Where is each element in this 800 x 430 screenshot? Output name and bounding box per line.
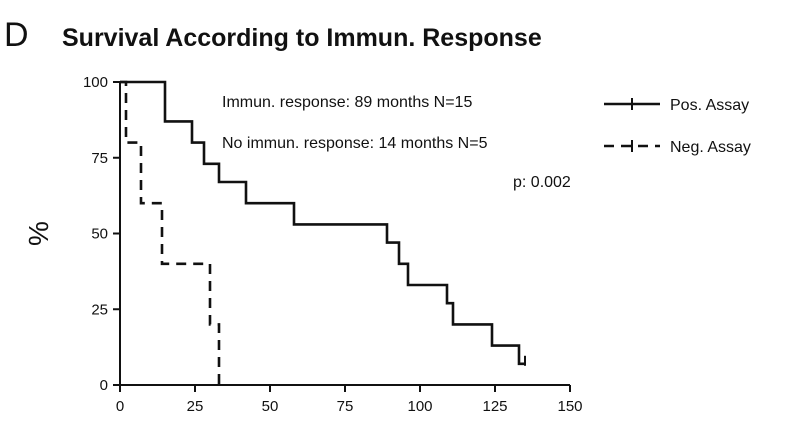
panel-letter: D	[4, 16, 29, 54]
y-tick-label: 100	[83, 74, 108, 91]
y-tick-label: 75	[91, 150, 108, 167]
ticks-layer: 0 25 50 75 100 0 25 50 75 100 125 150	[83, 74, 583, 415]
x-tick-label: 125	[482, 398, 507, 415]
annotations: Immun. response: 89 months N=15 No immun…	[222, 94, 571, 191]
x-tick-label: 150	[557, 398, 582, 415]
y-tick-label: 25	[91, 301, 108, 318]
series-line-neg-assay	[120, 80, 221, 385]
legend-label-neg-assay: Neg. Assay	[670, 139, 751, 156]
x-tick-label: 50	[262, 398, 279, 415]
plot-area: 0 25 50 75 100 0 25 50 75 100 125 150	[83, 74, 583, 415]
y-tick-label: 0	[100, 377, 108, 394]
legend: Pos. Assay Neg. Assay	[604, 97, 751, 156]
series-layer	[120, 80, 526, 385]
y-axis-label: %	[23, 221, 54, 246]
x-tick-label: 0	[116, 398, 124, 415]
annotation-p-value: p: 0.002	[513, 174, 571, 191]
series-line-pos-assay	[120, 80, 525, 366]
y-tick-label: 50	[91, 226, 108, 243]
chart-title: Survival According to Immun. Response	[62, 24, 542, 52]
annotation-pos-response: Immun. response: 89 months N=15	[222, 94, 472, 111]
legend-item-neg-assay: Neg. Assay	[604, 139, 751, 156]
annotation-neg-response: No immun. response: 14 months N=5	[222, 135, 488, 152]
x-tick-label: 75	[337, 398, 354, 415]
legend-item-pos-assay: Pos. Assay	[604, 97, 749, 114]
legend-label-pos-assay: Pos. Assay	[670, 97, 749, 114]
x-tick-label: 25	[187, 398, 204, 415]
x-tick-label: 100	[407, 398, 432, 415]
